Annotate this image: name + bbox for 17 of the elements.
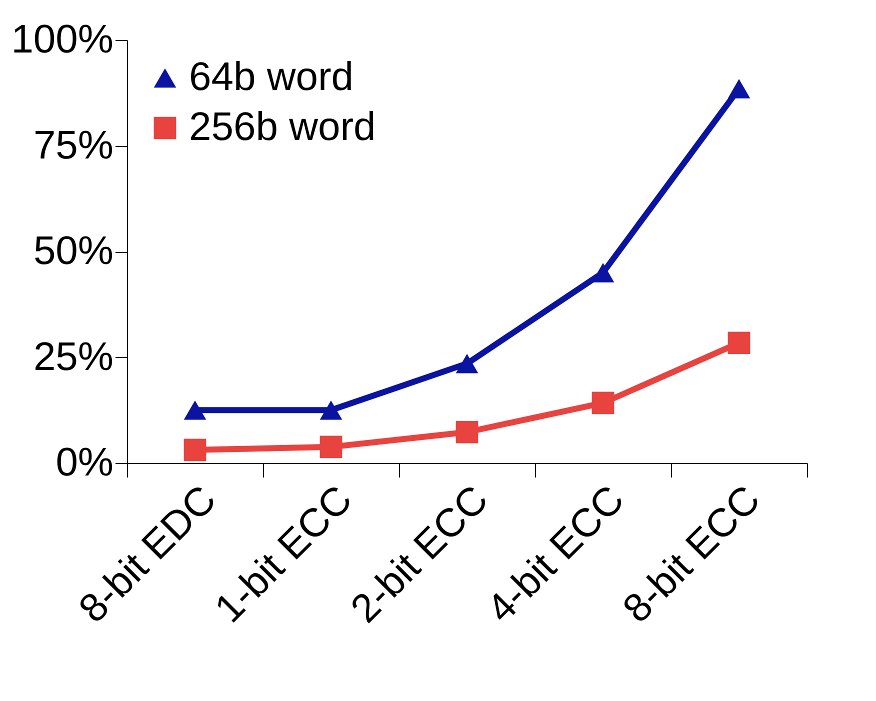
point — [592, 262, 614, 282]
y-tick-label: 0% — [56, 440, 114, 484]
point — [728, 78, 750, 98]
legend-label: 64b word — [189, 55, 354, 99]
point — [184, 400, 206, 420]
y-tick-label: 50% — [33, 229, 114, 273]
point — [184, 438, 206, 462]
point — [592, 392, 614, 414]
y-tick-label: 100% — [11, 18, 114, 62]
legend-label: 256b word — [189, 105, 376, 149]
point — [320, 436, 342, 458]
y-tick-label: 25% — [33, 334, 114, 379]
point — [320, 400, 342, 420]
point — [728, 332, 750, 354]
y-tick-label: 75% — [33, 123, 114, 168]
point — [456, 354, 478, 374]
point — [456, 420, 478, 444]
